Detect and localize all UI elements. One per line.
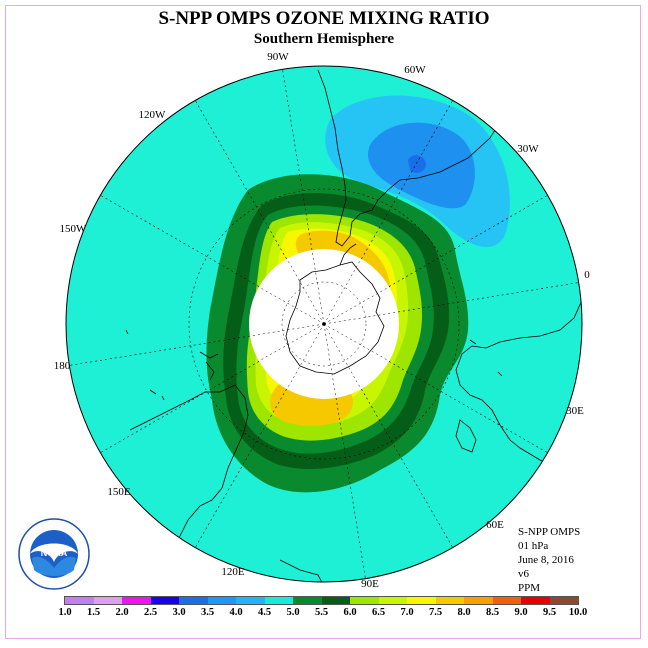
version-label: v6 [518,568,529,580]
low-ozone-core-region [408,155,426,173]
colorbar-swatch [65,597,94,604]
colorbar-tick-label: 1.0 [58,607,72,618]
colorbar-tick-label: 3.0 [172,607,186,618]
colorbar-swatch [236,597,265,604]
australia-outline [129,384,249,582]
colorbar-swatch [521,597,550,604]
colorbar-tick-label: 5.5 [314,607,329,618]
lon-label-90w: 90W [267,51,289,63]
lon-label-60e: 60E [486,519,504,531]
colorbar-swatch [350,597,379,604]
antarctic-peninsula-outline [339,243,357,266]
instrument-label: S-NPP OMPS [518,526,581,538]
madagascar-outline [455,419,477,453]
colorbar-tick-label: 8.5 [485,607,500,618]
units-label: PPM [518,582,541,594]
noaa-logo-text: NOAA [41,548,68,558]
lon-label-150e: 150E [107,486,131,498]
lon-label-30w: 30W [517,143,539,155]
colorbar-swatch [150,597,179,604]
new-zealand-outline [199,351,219,381]
lon-label-120w: 120W [139,109,167,121]
colorbar-swatch [549,597,578,604]
africa-outline [455,299,582,471]
colorbar-tick-label: 2.0 [115,607,129,618]
colorbar-swatch [407,597,436,604]
lon-label-30e: 30E [566,405,584,417]
colorbar-tick-label: 4.0 [229,607,243,618]
map-title: S-NPP OMPS OZONE MIXING RATIO [158,8,490,29]
islands-outline [125,329,503,401]
lon-label-0: 0 [584,269,590,281]
colorbar-swatch [207,597,236,604]
colorbar-swatch [378,597,407,604]
product-info: S-NPP OMPS 01 hPa June 8, 2016 v6 PPM [518,525,580,595]
colorbar-swatch [293,597,322,604]
inner-graticule [249,249,399,399]
lon-label-180: 180 [54,360,71,372]
colorbar-tick-label: 9.5 [542,607,557,618]
pressure-level-label: 01 hPa [518,540,549,552]
lon-label-120e: 120E [221,566,245,578]
noaa-logo: NOAA [18,518,90,590]
antarctica-outline [285,261,385,375]
map-subtitle: Southern Hemisphere [253,31,395,47]
india-outline [279,559,327,582]
colorbar-swatch [93,597,122,604]
colorbar-swatch [179,597,208,604]
colorbar-swatch [464,597,493,604]
page-frame [5,5,641,639]
colorbar-tick-label: 10.0 [568,607,588,618]
lon-label-60w: 60W [404,64,426,76]
south-pole-marker [322,322,326,326]
colorbar [64,596,579,605]
colorbar-tick-label: 9.0 [514,607,528,618]
colorbar-swatch [122,597,151,604]
colorbar-swatch [321,597,350,604]
colorbar-tick-label: 2.5 [143,607,158,618]
colorbar-swatch [435,597,464,604]
colorbar-tick-label: 7.5 [428,607,443,618]
lon-label-150w: 150W [60,223,88,235]
colorbar-tick-label: 8.0 [457,607,471,618]
colorbar-tick-label: 3.5 [200,607,215,618]
colorbar-swatch [264,597,293,604]
colorbar-tick-label: 6.0 [343,607,357,618]
colorbar-swatch [492,597,521,604]
colorbar-tick-label: 7.0 [400,607,414,618]
colorbar-tick-label: 5.0 [286,607,300,618]
south-america-outline [317,69,509,247]
colorbar-tick-label: 4.5 [257,607,272,618]
colorbar-tick-label: 6.5 [371,607,386,618]
colorbar-ticks: 1.0 1.5 2.0 2.5 3.0 3.5 4.0 4.5 5.0 5.5 6.0 6.5 7.0 7… [55,607,595,621]
colorbar-tick-label: 1.5 [86,607,101,618]
date-label: June 8, 2016 [518,554,574,566]
lon-label-90e: 90E [361,578,379,590]
